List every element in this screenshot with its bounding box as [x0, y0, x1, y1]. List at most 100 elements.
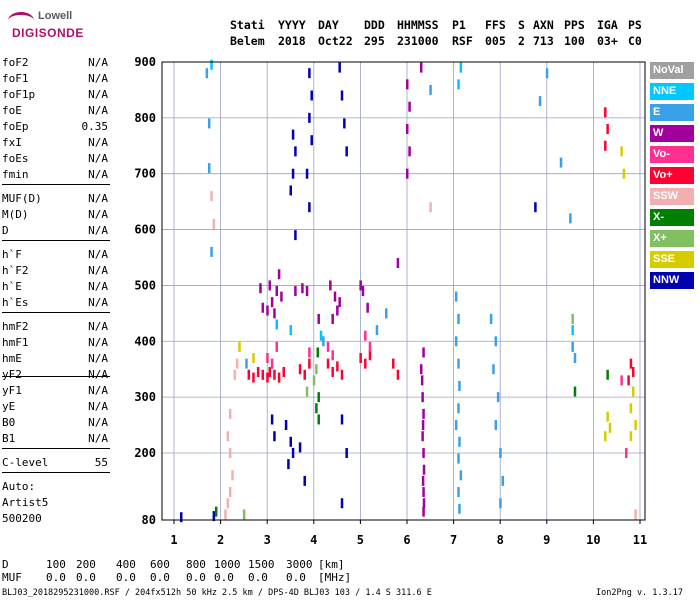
echo-point	[317, 392, 320, 403]
echo-point	[385, 308, 388, 319]
parameter-value: N/A	[88, 368, 108, 381]
parameter-name: yE	[2, 400, 16, 413]
echo-point	[359, 280, 362, 291]
echo-point	[408, 146, 411, 157]
d-value: 100	[46, 558, 66, 571]
echo-point	[291, 129, 295, 140]
parameter-row: h`Es N/A	[2, 296, 110, 310]
y-tick-label: 600	[134, 223, 156, 237]
echo-point	[179, 512, 183, 523]
parameter-name: B1	[2, 432, 16, 445]
muf-value: [MHz]	[318, 571, 352, 584]
echo-point	[634, 420, 637, 431]
echo-point	[421, 420, 425, 431]
echo-point	[308, 68, 311, 79]
echo-point	[305, 386, 309, 397]
echo-point	[319, 330, 323, 341]
echo-point	[421, 475, 425, 486]
echo-point	[308, 112, 311, 123]
parameter-name: foF1p	[2, 88, 36, 101]
x-tick-label: 1	[170, 533, 177, 547]
echo-point	[207, 118, 211, 129]
echo-point	[368, 350, 372, 361]
echo-point	[268, 366, 272, 377]
x-tick-label: 6	[403, 533, 410, 547]
parameter-value: N/A	[88, 192, 108, 205]
echo-point	[224, 509, 227, 520]
echo-point	[499, 498, 502, 509]
parameter-value: N/A	[88, 432, 108, 445]
x-tick-label: 11	[633, 533, 647, 547]
echo-point	[569, 213, 572, 224]
parameter-name: hmF1	[2, 336, 29, 349]
footer-version: Ion2Png v. 1.3.17	[596, 588, 683, 598]
echo-point	[310, 90, 313, 101]
echo-point	[501, 475, 505, 486]
x-tick-label: 8	[497, 533, 504, 547]
echo-point	[573, 353, 577, 364]
auto-scaling-text: 500200	[2, 512, 42, 525]
d-value: 200	[76, 558, 96, 571]
echo-point	[312, 375, 316, 386]
echo-point	[291, 168, 295, 179]
echo-point	[212, 511, 216, 522]
echo-point	[422, 464, 426, 475]
lowell-digisonde-logo: Lowell DIGISONDE	[8, 8, 83, 46]
parameter-name: fmin	[2, 168, 29, 181]
parameter-value: N/A	[88, 224, 108, 237]
parameter-name: yF2	[2, 368, 22, 381]
echo-point	[496, 392, 500, 403]
d-value: 600	[150, 558, 170, 571]
header-s-label: S	[518, 18, 525, 32]
echo-point	[620, 146, 623, 157]
legend-entry-nnw: NNW	[650, 272, 694, 289]
echo-point	[340, 498, 344, 509]
echo-point	[275, 341, 279, 352]
muf-value: 0.0	[248, 571, 268, 584]
echo-point	[282, 366, 286, 377]
parameter-value: N/A	[88, 264, 108, 277]
echo-point	[632, 386, 635, 397]
echo-point	[231, 470, 234, 481]
echo-point	[459, 470, 463, 481]
x-tick-label: 10	[586, 533, 600, 547]
parameter-name: foE	[2, 104, 22, 117]
parameter-value: N/A	[88, 104, 108, 117]
echo-point	[294, 286, 297, 296]
parameter-name: B0	[2, 416, 16, 429]
parameter-name: MUF(D)	[2, 192, 42, 205]
parameter-row: yF1 N/A	[2, 384, 110, 398]
echo-point	[429, 84, 432, 95]
header-p1-label: P1	[452, 18, 466, 32]
parameter-row: hmF1 N/A	[2, 336, 110, 350]
echo-point	[457, 313, 460, 324]
echo-point	[207, 163, 211, 174]
y-tick-label: 200	[134, 446, 156, 460]
echo-point	[396, 369, 400, 380]
echo-point	[422, 347, 425, 358]
parameter-name: foF1	[2, 72, 29, 85]
parameter-name: fxI	[2, 136, 22, 149]
parameter-value: N/A	[88, 416, 108, 429]
echo-point	[620, 375, 623, 386]
echo-point	[429, 202, 432, 213]
echo-point	[315, 403, 318, 414]
parameter-name: hmE	[2, 352, 22, 365]
echo-point	[298, 364, 302, 375]
x-tick-label: 7	[450, 533, 457, 547]
echo-point	[545, 68, 549, 79]
echo-point	[396, 258, 400, 269]
parameter-row: h`F N/A	[2, 248, 110, 262]
echo-point	[289, 325, 292, 336]
plot-frame	[161, 61, 646, 521]
echo-point	[308, 358, 311, 369]
echo-point	[252, 372, 255, 383]
echo-point	[228, 408, 232, 419]
header-ddd-label: DDD	[364, 18, 385, 32]
header-axn-label: AXN	[533, 18, 554, 32]
muf-value: 0.0	[150, 571, 170, 584]
logo-arc-graphic	[8, 12, 34, 29]
y-tick-label: 500	[134, 278, 156, 292]
echo-point	[303, 475, 306, 486]
echo-point	[212, 218, 216, 229]
